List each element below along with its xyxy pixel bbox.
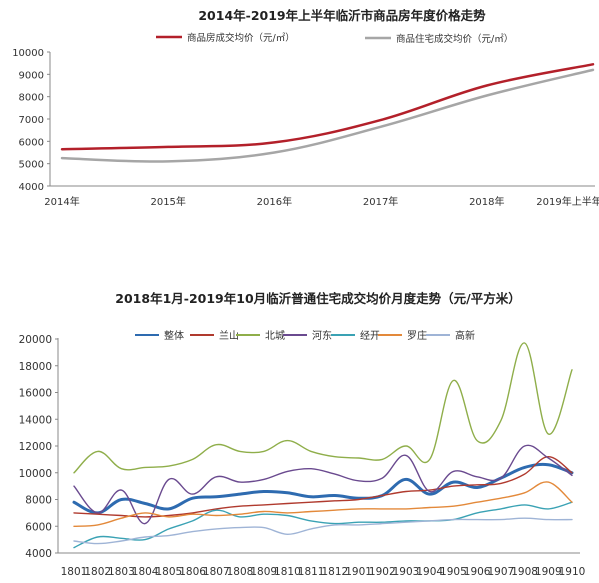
legend-label-1: 商品住宅成交均价（元/㎡） bbox=[396, 33, 513, 45]
legend-label-5: 罗庄 bbox=[407, 329, 427, 342]
x-tick-label: 1809 bbox=[250, 566, 277, 578]
y-tick-label: 6000 bbox=[19, 137, 44, 148]
series-line-1 bbox=[73, 455, 573, 518]
legend-label-0: 整体 bbox=[164, 329, 184, 342]
x-tick-label: 2015年 bbox=[150, 195, 185, 208]
series-line-1 bbox=[60, 68, 595, 163]
y-tick-label: 10000 bbox=[19, 468, 52, 480]
x-tick-label: 1907 bbox=[487, 566, 514, 578]
x-tick-label: 2018年 bbox=[469, 195, 504, 208]
y-tick-label: 5000 bbox=[19, 160, 44, 171]
x-tick-label: 1909 bbox=[535, 566, 562, 578]
y-tick-label: 16000 bbox=[19, 388, 52, 400]
y-tick-label: 18000 bbox=[19, 361, 52, 373]
legend-label-3: 河东 bbox=[312, 329, 332, 342]
chart1-legend: 商品房成交均价（元/㎡） 商品住宅成交均价（元/㎡） bbox=[156, 32, 513, 45]
x-tick-label: 1803 bbox=[108, 566, 135, 578]
series-line-5 bbox=[73, 481, 573, 527]
legend-label-6: 高新 bbox=[455, 329, 475, 342]
legend-label-1: 兰山 bbox=[219, 329, 239, 342]
x-tick-label: 1906 bbox=[464, 566, 491, 578]
monthly-price-chart: 2018年1月-2019年10月临沂普通住宅成交均价月度走势（元/平方米） 整体… bbox=[19, 291, 586, 578]
y-tick-label: 4000 bbox=[19, 182, 44, 193]
x-tick-label: 1810 bbox=[274, 566, 301, 578]
x-tick-label: 1901 bbox=[345, 566, 372, 578]
x-tick-label: 1808 bbox=[227, 566, 254, 578]
x-tick-label: 2014年 bbox=[44, 195, 79, 208]
y-tick-label: 14000 bbox=[19, 414, 52, 426]
series-line-4 bbox=[73, 501, 573, 549]
y-tick-label: 6000 bbox=[25, 521, 52, 533]
x-tick-label: 1903 bbox=[393, 566, 420, 578]
x-tick-label: 1804 bbox=[132, 566, 159, 578]
x-tick-label: 1807 bbox=[203, 566, 230, 578]
x-tick-label: 1802 bbox=[84, 566, 111, 578]
y-tick-label: 8000 bbox=[25, 495, 52, 507]
y-tick-label: 7000 bbox=[19, 115, 44, 126]
legend-label-2: 北城 bbox=[265, 330, 285, 342]
x-tick-label: 1811 bbox=[298, 566, 325, 578]
y-tick-label: 10000 bbox=[12, 48, 44, 59]
series-line-6 bbox=[73, 517, 573, 545]
x-tick-label: 2017年 bbox=[363, 195, 398, 208]
y-tick-label: 4000 bbox=[25, 548, 52, 560]
series-line-0 bbox=[72, 462, 574, 515]
x-tick-label: 1910 bbox=[559, 566, 586, 578]
x-tick-label: 1801 bbox=[61, 566, 88, 578]
y-tick-label: 20000 bbox=[19, 334, 52, 346]
legend-label-0: 商品房成交均价（元/㎡） bbox=[187, 32, 295, 44]
x-tick-label: 1905 bbox=[440, 566, 467, 578]
annual-price-chart: 2014年-2019年上半年临沂市商品房年度价格走势 商品房成交均价（元/㎡）商… bbox=[12, 8, 599, 208]
chart2-title: 2018年1月-2019年10月临沂普通住宅成交均价月度走势（元/平方米） bbox=[115, 291, 520, 306]
series-line-3 bbox=[73, 444, 573, 525]
chart1-title: 2014年-2019年上半年临沂市商品房年度价格走势 bbox=[198, 8, 486, 23]
x-tick-label: 1904 bbox=[416, 566, 443, 578]
y-tick-label: 9000 bbox=[19, 70, 44, 81]
y-tick-label: 8000 bbox=[19, 93, 44, 104]
x-tick-label: 2016年 bbox=[257, 195, 292, 208]
chart2-legend: 整体 兰山 北城 河东 经开 罗庄 高新 bbox=[135, 329, 475, 342]
x-tick-label: 1812 bbox=[321, 566, 348, 578]
x-tick-label: 1902 bbox=[369, 566, 396, 578]
x-tick-label: 1806 bbox=[179, 566, 206, 578]
legend-label-4: 经开 bbox=[360, 329, 380, 342]
y-tick-label: 12000 bbox=[19, 441, 52, 453]
x-tick-label: 1908 bbox=[511, 566, 538, 578]
series-line-2 bbox=[73, 342, 573, 474]
x-tick-label: 2019年上半年 bbox=[536, 195, 599, 208]
x-tick-label: 1805 bbox=[155, 566, 182, 578]
series-line-0 bbox=[60, 63, 595, 151]
